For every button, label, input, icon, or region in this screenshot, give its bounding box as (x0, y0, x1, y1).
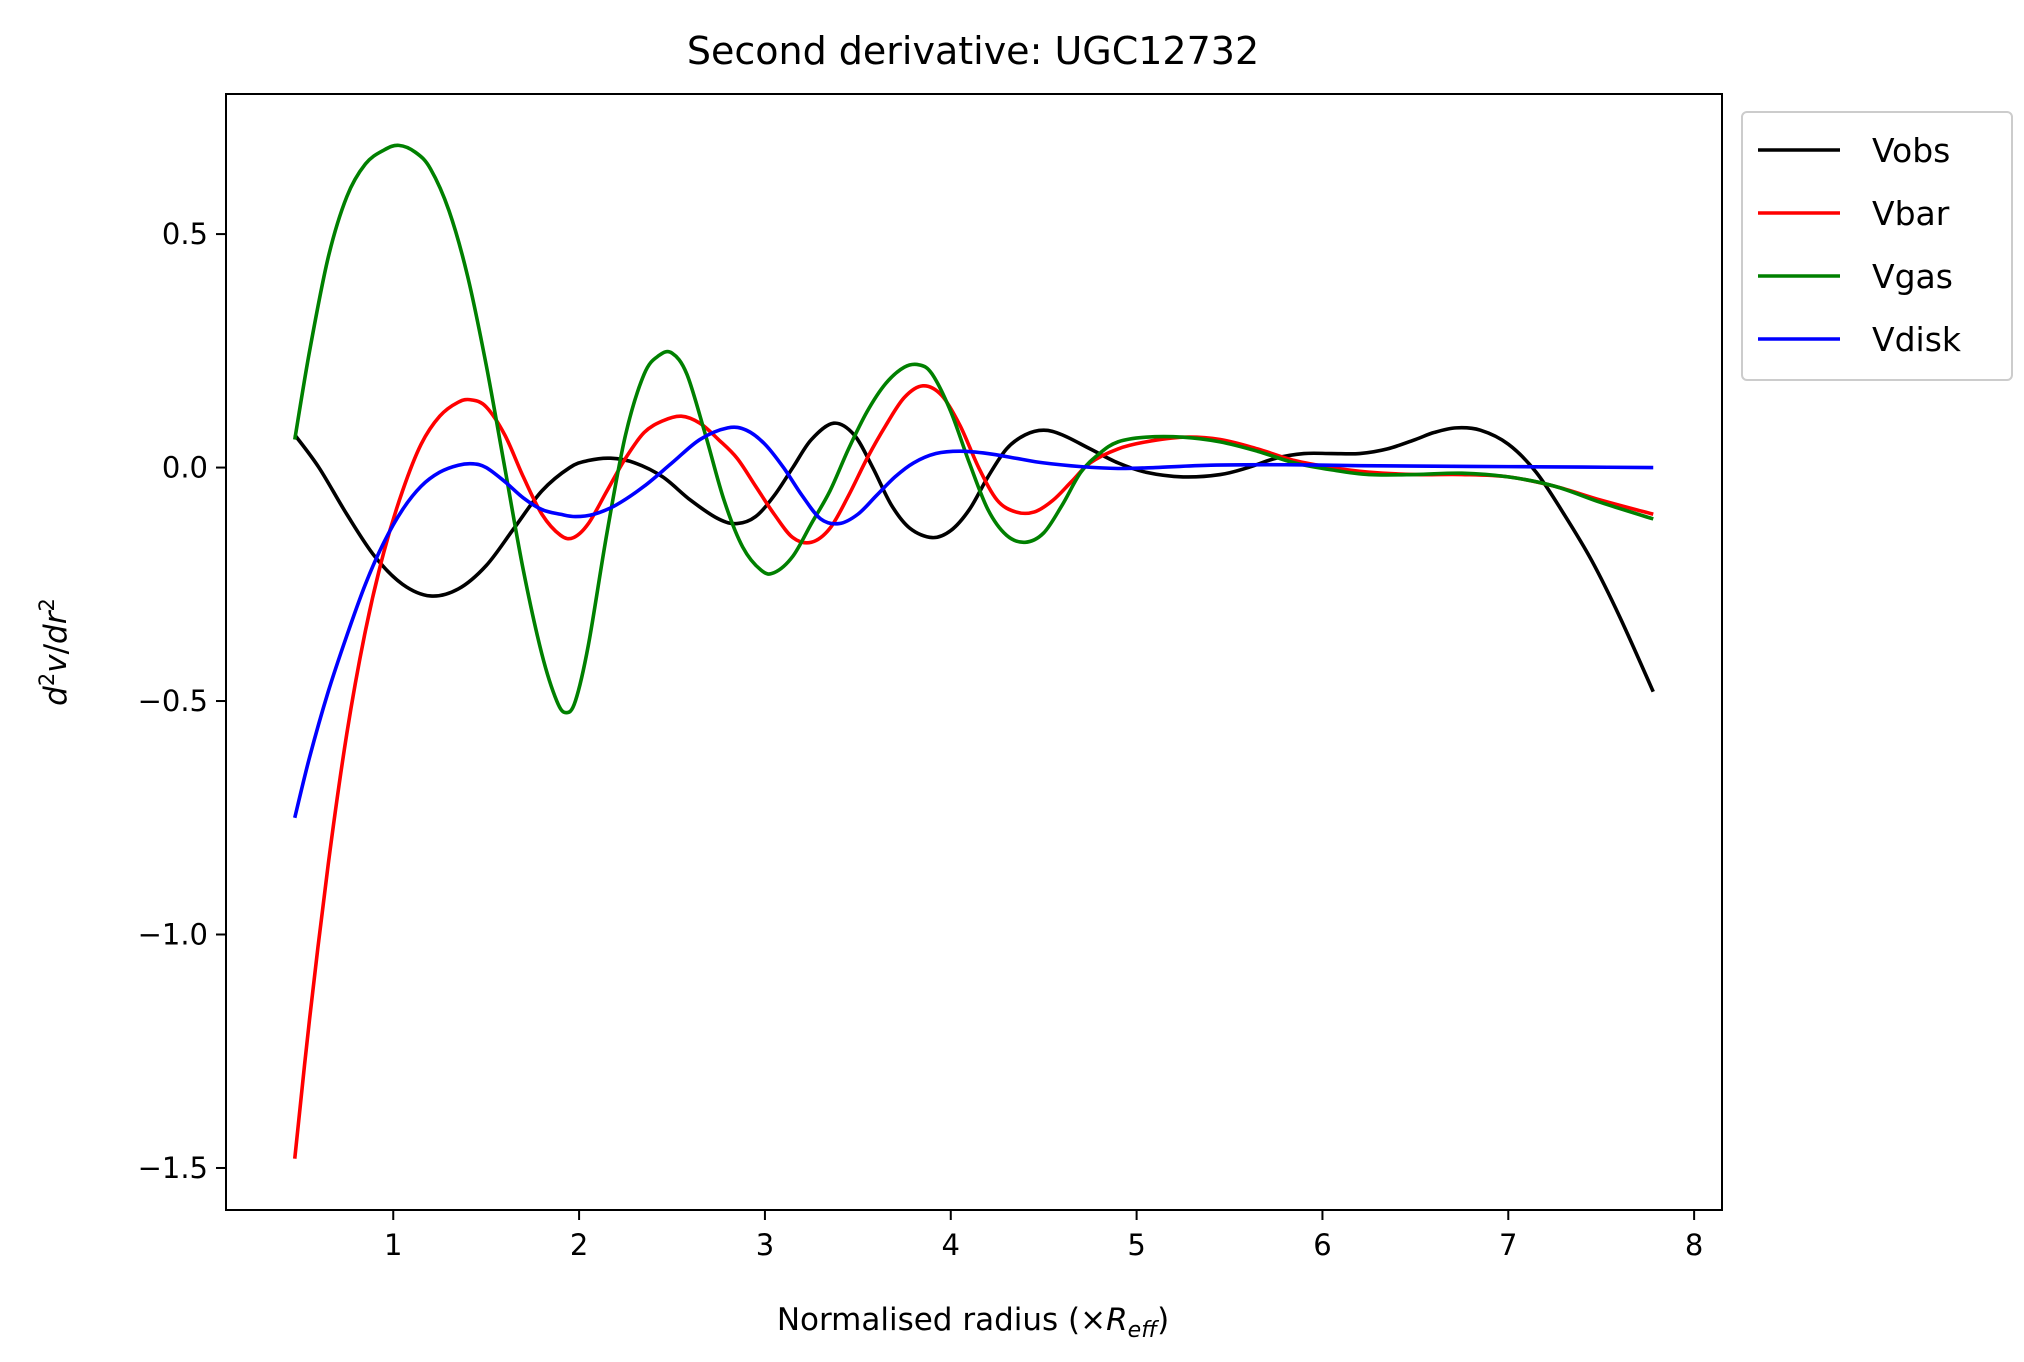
series-line-vgas (292, 143, 1654, 715)
legend-label-vgas: Vgas (1872, 257, 1953, 296)
y-tick-label: −1.5 (138, 1151, 208, 1185)
legend: Vobs Vbar Vgas Vdisk (1741, 111, 2013, 381)
y-axis-title-sup1: 2 (35, 673, 59, 686)
y-axis-title: d2v/dr2 (35, 598, 74, 706)
series-line-vbar (292, 384, 1654, 1159)
y-axis-title-sup2: 2 (35, 598, 59, 611)
y-tick-label: 0.0 (162, 451, 208, 485)
x-tick-label: 8 (1685, 1228, 1703, 1262)
x-tick-label: 3 (756, 1228, 774, 1262)
x-axis: 1 2 3 4 5 6 7 8 (384, 1210, 1703, 1262)
series-line-vobs (293, 421, 1655, 693)
legend-label-vbar: Vbar (1872, 194, 1950, 233)
y-tick-label: −1.0 (138, 918, 208, 952)
plot-area (292, 143, 1655, 1159)
x-tick-label: 2 (570, 1228, 588, 1262)
legend-label-vdisk: Vdisk (1872, 320, 1962, 359)
x-axis-title: Normalised radius (×Reff) (777, 1302, 1169, 1343)
x-axis-title-symbol: R (1106, 1302, 1128, 1338)
x-axis-title-subscript: eff (1128, 1318, 1160, 1343)
y-axis-title-dr: dr (38, 609, 74, 644)
x-tick-label: 7 (1499, 1228, 1517, 1262)
y-axis-title-v: v (38, 654, 74, 673)
series-layer (292, 143, 1655, 1159)
y-tick-label: 0.5 (162, 217, 208, 251)
x-tick-label: 5 (1127, 1228, 1145, 1262)
x-axis-title-prefix: Normalised radius (× (777, 1302, 1106, 1338)
y-axis-title-d: d (38, 686, 74, 706)
y-axis-title-slash: / (38, 643, 74, 654)
legend-label-vobs: Vobs (1872, 131, 1950, 170)
y-axis: 0.5 0.0 −0.5 −1.0 −1.5 (138, 217, 226, 1185)
x-tick-label: 1 (384, 1228, 402, 1262)
y-tick-label: −0.5 (138, 684, 208, 718)
legend-box (1741, 111, 2013, 381)
x-tick-label: 6 (1313, 1228, 1331, 1262)
x-axis-title-suffix: ) (1157, 1302, 1169, 1338)
series-line-vdisk (293, 425, 1654, 819)
chart-title: Second derivative: UGC12732 (687, 29, 1259, 73)
x-tick-label: 4 (942, 1228, 960, 1262)
plot-frame (225, 93, 1723, 1211)
